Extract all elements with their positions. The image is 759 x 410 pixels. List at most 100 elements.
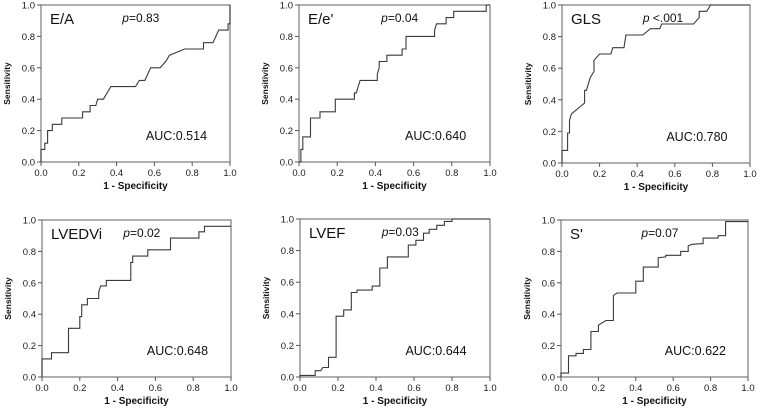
- p-symbol: p: [381, 225, 389, 239]
- auc-annotation: AUC:0.622: [665, 344, 726, 358]
- x-tick-label: 0.0: [292, 168, 305, 179]
- x-tick-label: 0.4: [111, 383, 124, 394]
- y-tick-label: 1.0: [280, 1, 293, 12]
- panel-title: E/e': [308, 11, 334, 28]
- x-tick-label: 0.2: [331, 168, 344, 179]
- x-tick-label: 0.4: [369, 168, 382, 179]
- x-tick-label: 1.0: [483, 383, 496, 394]
- p-value-annotation: p=0.83: [121, 11, 159, 25]
- x-tick-label: 0.0: [293, 383, 306, 394]
- x-axis-title: 1 - Specificity: [624, 182, 689, 193]
- x-tick-label: 0.4: [110, 168, 123, 179]
- x-tick-label: 0.0: [35, 383, 48, 394]
- y-axis-title: Sensitivity: [261, 276, 271, 319]
- p-value: =0.07: [648, 226, 679, 240]
- y-tick-label: 0.0: [23, 373, 36, 384]
- x-tick-label: 0.6: [148, 168, 161, 179]
- p-value: <.001: [650, 11, 684, 25]
- y-tick-label: 0.8: [280, 32, 293, 43]
- plot-frame: [298, 4, 491, 163]
- p-value: =0.83: [129, 11, 160, 25]
- x-tick-label: 1.0: [223, 168, 236, 179]
- p-value: =0.03: [388, 225, 419, 239]
- x-tick-label: 0.2: [592, 383, 605, 394]
- y-tick-label: 0.2: [22, 126, 35, 137]
- y-tick-label: 0.2: [280, 126, 293, 137]
- x-tick-label: 0.0: [555, 169, 568, 180]
- roc-curve: [560, 221, 748, 377]
- x-axis-title: 1 - Specificity: [363, 396, 428, 407]
- y-tick-label: 0.2: [281, 341, 294, 352]
- x-axis-title: 1 - Specificity: [622, 396, 687, 407]
- y-axis-title: Sensitivity: [3, 277, 13, 320]
- y-tick-label: 0.6: [281, 278, 294, 289]
- y-tick-label: 0.6: [22, 63, 35, 74]
- y-tick-label: 1.0: [542, 216, 555, 227]
- p-symbol: p: [122, 226, 130, 240]
- y-tick-label: 0.6: [23, 278, 36, 289]
- y-axis-title: Sensitivity: [2, 62, 12, 105]
- x-tick-label: 0.2: [593, 169, 606, 180]
- x-tick-label: 0.8: [704, 383, 717, 394]
- y-tick-label: 0.2: [542, 341, 555, 352]
- p-value-annotation: p=0.07: [640, 226, 678, 240]
- roc-panel-lvef: 0.0 0.2 0.4 0.6 0.8 1.0 0.0 0.2 0.4 0.6 0.8 1.0 1 - …: [261, 215, 497, 408]
- y-tick-label: 0.4: [22, 95, 35, 106]
- y-tick-label: 0.8: [281, 246, 294, 257]
- roc-curve: [561, 4, 750, 163]
- y-tick-label: 0.6: [543, 64, 556, 75]
- p-value: =0.04: [388, 11, 419, 25]
- p-symbol: p: [380, 11, 388, 25]
- y-tick-label: 0.8: [542, 247, 555, 258]
- y-tick-label: 0.2: [543, 127, 556, 138]
- auc-annotation: AUC:0.648: [147, 344, 208, 358]
- p-symbol: p: [640, 226, 648, 240]
- panel-title: E/A: [50, 11, 74, 28]
- y-tick-label: 0.0: [281, 373, 294, 384]
- p-symbol: p: [642, 11, 650, 25]
- y-axis-title: Sensitivity: [523, 62, 533, 105]
- x-tick-label: 1.0: [743, 169, 756, 180]
- y-tick-label: 0.0: [22, 158, 35, 169]
- y-axis-title: Sensitivity: [260, 62, 270, 105]
- panel-title: GLS: [571, 11, 601, 28]
- x-tick-label: 0.0: [554, 383, 567, 394]
- y-tick-label: 0.0: [543, 159, 556, 170]
- x-tick-label: 0.2: [331, 383, 344, 394]
- y-tick-label: 0.0: [280, 158, 293, 169]
- p-value-annotation: p <.001: [642, 11, 684, 25]
- y-axis-title: Sensitivity: [522, 277, 532, 320]
- panel-title: LVEF: [309, 225, 345, 242]
- x-tick-label: 0.8: [445, 383, 458, 394]
- x-axis-title: 1 - Specificity: [104, 396, 169, 407]
- y-tick-label: 0.0: [542, 373, 555, 384]
- auc-annotation: AUC:0.514: [146, 129, 207, 143]
- p-value-annotation: p=0.03: [381, 225, 419, 239]
- x-tick-label: 0.6: [149, 383, 162, 394]
- roc-curve: [40, 5, 231, 162]
- x-tick-label: 0.8: [445, 168, 458, 179]
- y-tick-label: 0.4: [280, 95, 293, 106]
- y-tick-label: 0.6: [280, 63, 293, 74]
- auc-annotation: AUC:0.640: [405, 129, 466, 143]
- roc-panel-gls: 0.0 0.2 0.4 0.6 0.8 1.0 0.0 0.2 0.4 0.6 0.8 1.0 1 - …: [523, 1, 757, 194]
- y-tick-label: 0.8: [543, 32, 556, 43]
- y-tick-label: 0.4: [542, 310, 555, 321]
- panel-title: LVEDVi: [51, 226, 102, 243]
- roc-curve: [299, 4, 490, 163]
- x-tick-label: 0.2: [72, 168, 85, 179]
- plot-frame: [299, 218, 491, 378]
- p-value: =0.02: [130, 226, 161, 240]
- x-axis-title: 1 - Specificity: [362, 181, 427, 192]
- y-tick-label: 0.4: [23, 310, 36, 321]
- p-value-annotation: p=0.02: [122, 226, 160, 240]
- y-tick-label: 1.0: [543, 1, 556, 12]
- y-tick-label: 0.8: [23, 247, 36, 258]
- roc-panel-lvedvi: 0.0 0.2 0.4 0.6 0.8 1.0 0.0 0.2 0.4 0.6 0.8 1.0 1 - …: [3, 216, 238, 408]
- plot-frame: [560, 219, 749, 378]
- x-tick-label: 1.0: [483, 168, 496, 179]
- x-tick-label: 0.6: [667, 383, 680, 394]
- x-tick-label: 0.4: [631, 169, 644, 180]
- x-axis-title: 1 - Specificity: [103, 181, 168, 192]
